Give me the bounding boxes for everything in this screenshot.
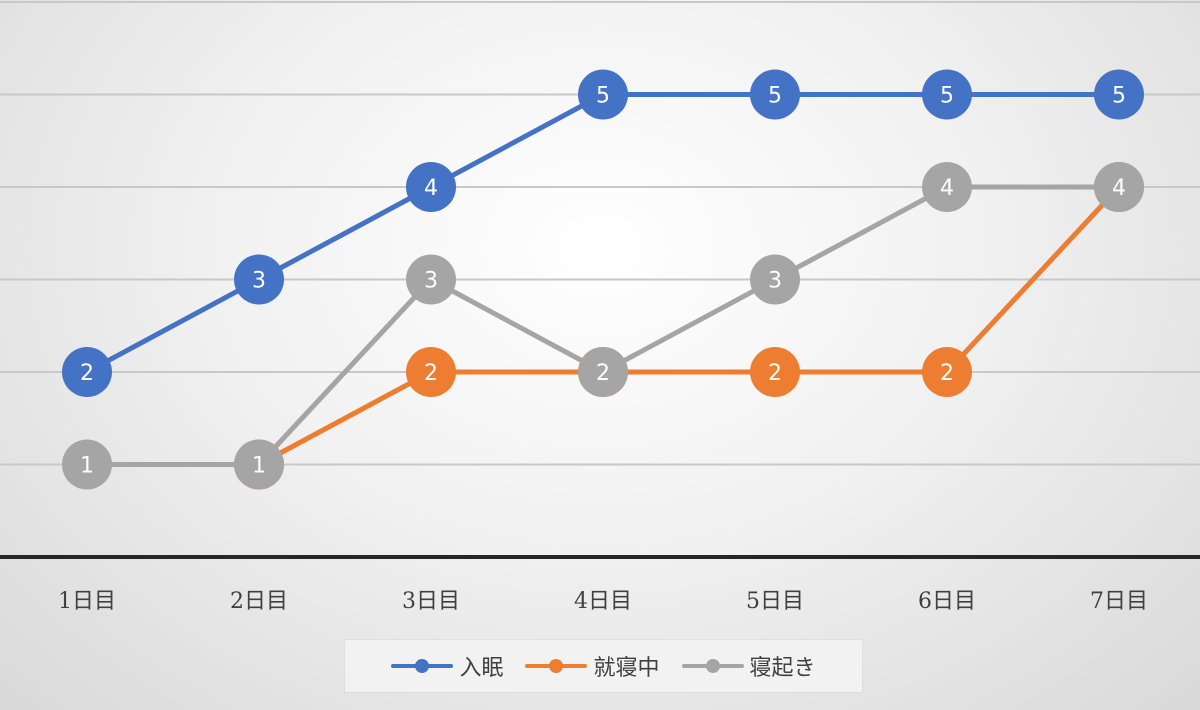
data-label: 1 [80,454,94,479]
data-point [234,439,284,490]
x-tick-label: 6日目 [918,589,976,614]
legend-label: 就寝中 [593,656,660,681]
data-label: 5 [596,84,610,109]
legend-item: 寝起き [681,650,816,682]
data-point [578,347,628,397]
data-label: 2 [80,361,94,386]
data-point [62,439,112,490]
data-label: 4 [1112,176,1126,201]
line-chart: 12222411323442345555 1日目2日目3日目4日目5日目6日目7… [0,1,1200,614]
data-label: 2 [768,361,782,386]
data-label: 2 [940,361,954,386]
data-label: 5 [768,84,782,109]
x-tick-label: 2日目 [230,589,288,614]
x-tick-labels: 1日目 2日目 3日目 4日目 5日目 6日目 7日目 [58,589,1148,614]
legend: 入眠 就寝中 寝起き [345,640,862,692]
legend-label: 入眠 [459,656,504,681]
x-tick-label: 4日目 [574,589,632,614]
data-point [922,347,972,397]
legend-swatch [525,658,588,674]
data-point [922,69,972,120]
legend-item: 就寝中 [525,650,660,682]
data-point [578,69,628,120]
series-line-2 [256,184,1122,467]
data-point [922,162,972,212]
data-point [234,254,284,305]
data-point [1094,69,1144,120]
legend-item: 入眠 [391,650,503,682]
x-tick-label: 5日目 [746,589,804,614]
series-line-3 [84,184,1122,467]
legend-swatch [391,658,454,674]
data-label: 3 [252,269,266,294]
data-point [750,69,800,120]
data-label: 5 [940,84,954,109]
data-label: 3 [424,269,438,294]
data-point [750,347,800,397]
data-label: 3 [768,269,782,294]
data-label: 2 [596,361,610,386]
data-label: 4 [424,176,438,201]
data-point [750,254,800,305]
legend-swatch [681,658,744,674]
data-point [1094,162,1144,212]
data-label: 5 [1112,84,1126,109]
data-label: 1 [252,454,266,479]
data-point [62,347,112,397]
x-tick-label: 3日目 [402,589,460,614]
data-point [406,347,456,397]
x-tick-label: 1日目 [58,589,116,614]
data-label: 2 [424,361,438,386]
series-line-1 [84,92,1122,375]
data-point [406,254,456,305]
data-point [406,162,456,212]
data-label: 4 [940,176,954,201]
x-tick-label: 7日目 [1090,589,1148,614]
series-points: 12222411323442345555 [62,69,1144,490]
legend-label: 寝起き [749,656,816,681]
